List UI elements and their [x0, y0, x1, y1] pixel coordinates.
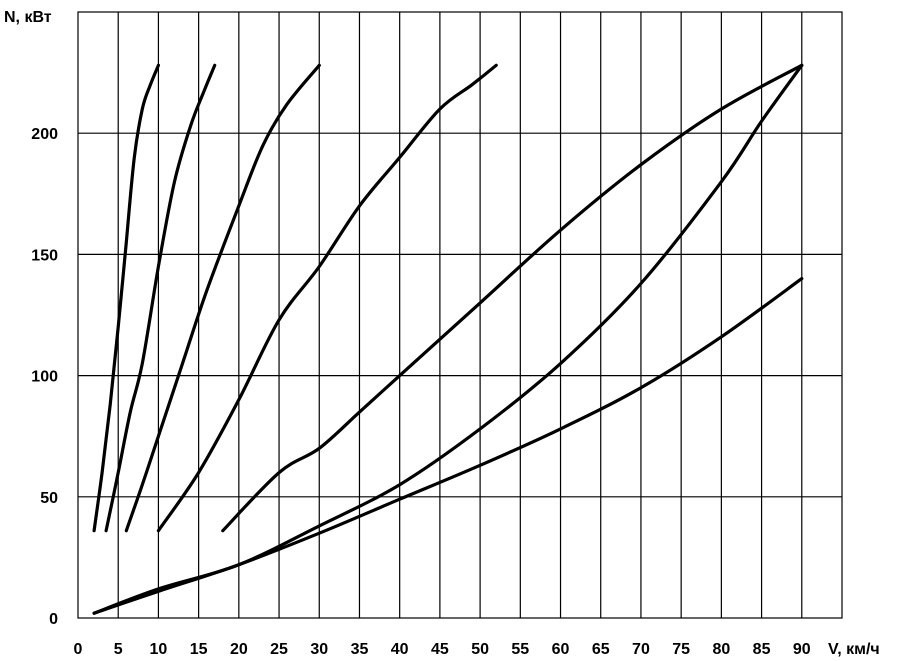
series-line-5	[221, 63, 804, 533]
x-tick-label: 5	[114, 641, 123, 658]
curves	[92, 63, 804, 615]
grid	[77, 11, 843, 619]
x-tick-label: 25	[270, 641, 288, 658]
series-line-3	[124, 63, 321, 533]
y-tick-label: 50	[40, 490, 58, 507]
x-tick-label: 55	[511, 641, 529, 658]
x-tick-label: 80	[712, 641, 730, 658]
x-tick-label: 0	[74, 641, 83, 658]
y-tick-label: 100	[31, 369, 58, 386]
x-tick-label: 10	[150, 641, 168, 658]
y-tick-label: 0	[49, 611, 58, 628]
x-tick-label: 50	[471, 641, 489, 658]
y-tick-label: 200	[31, 126, 58, 143]
plot-frame	[77, 11, 843, 619]
x-tick-label: 35	[351, 641, 369, 658]
x-tick-label: 30	[310, 641, 328, 658]
x-tick-label: 75	[672, 641, 690, 658]
x-tick-label: 90	[793, 641, 811, 658]
y-tick-label: 150	[31, 247, 58, 264]
x-tick-label: 20	[230, 641, 248, 658]
x-tick-label: 70	[632, 641, 650, 658]
x-tick-label: 40	[391, 641, 409, 658]
series-line-4	[156, 63, 498, 533]
y-axis-label: N, кВт	[4, 9, 52, 26]
x-tick-label: 15	[190, 641, 208, 658]
x-tick-label: 45	[431, 641, 449, 658]
series-line-2	[104, 63, 217, 533]
x-tick-label: 65	[592, 641, 610, 658]
x-axis-label: V, км/ч	[828, 641, 880, 658]
tick-labels: 0 5 10 15 20 25 30 35 40 45 50 55 60 65 70 75 80 85 90 0 50 1…	[31, 126, 810, 658]
x-tick-label: 85	[753, 641, 771, 658]
series-line-6	[92, 63, 804, 615]
series-line-1	[92, 63, 160, 533]
x-tick-label: 60	[552, 641, 570, 658]
series-line-7	[92, 277, 804, 615]
